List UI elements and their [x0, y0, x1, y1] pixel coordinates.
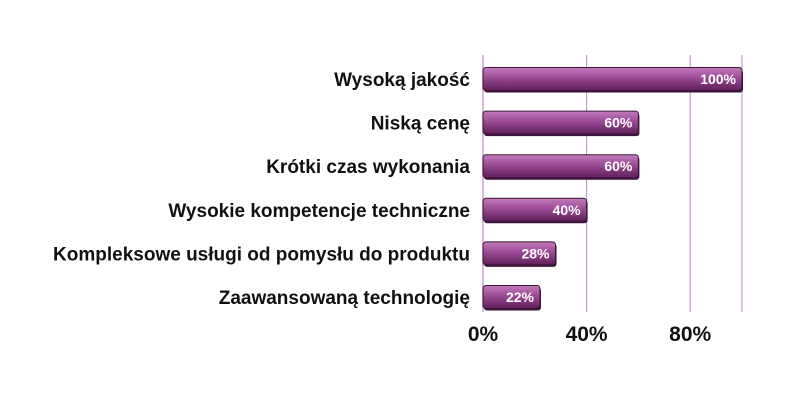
bar-value-label: 28% — [521, 245, 550, 261]
bar-group: 22% — [482, 285, 541, 311]
bar-value-label: 60% — [604, 158, 633, 174]
bar-value-label: 40% — [553, 202, 582, 218]
bar — [482, 154, 639, 179]
bar-group: 28% — [482, 241, 557, 267]
x-tick-label: 40% — [566, 323, 608, 346]
bars: 100% 60% 60% 40% 28% 22% — [482, 67, 743, 311]
bar — [482, 67, 743, 91]
category-labels: Wysoką jakość Niską cenę Krótki czas wykon… — [53, 70, 470, 309]
category-label: Kompleksowe usługi od pomysłu do produkt… — [53, 244, 470, 265]
x-tick-label: 80% — [669, 323, 711, 346]
category-label: Wysokie kompetencje techniczne — [168, 201, 470, 222]
bar-group: 100% — [482, 67, 743, 93]
x-tick-label: 0% — [468, 323, 499, 346]
category-label: Zaawansowaną technologię — [219, 288, 470, 309]
bar — [482, 241, 557, 266]
bar — [482, 197, 588, 222]
grid-lines — [482, 55, 743, 312]
bar-value-label: 22% — [506, 289, 535, 305]
bar-group: 60% — [482, 110, 640, 137]
bar — [482, 285, 541, 309]
category-label: Wysoką jakość — [334, 70, 470, 91]
bar-value-label: 100% — [700, 71, 736, 87]
bar-group: 40% — [482, 197, 588, 224]
bar-value-label: 60% — [604, 115, 633, 131]
category-label: Niską cenę — [371, 114, 470, 135]
x-axis-tick-labels: 0% 40% 80% — [468, 323, 712, 346]
category-label: Krótki czas wykonania — [266, 157, 470, 178]
bar-group: 60% — [482, 154, 640, 180]
bar — [482, 110, 639, 135]
